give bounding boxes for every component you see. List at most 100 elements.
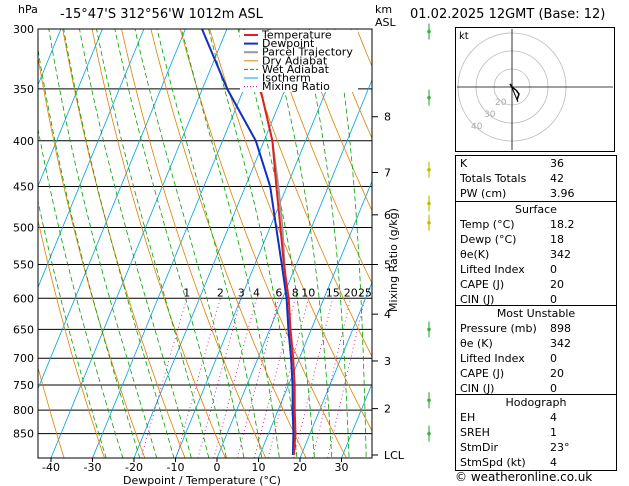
- legend-item: Dry Adiabat: [262, 54, 328, 67]
- temperature-tick-label: -20: [125, 461, 143, 474]
- mixing-ratio-label: 10: [301, 286, 315, 299]
- index-value: 342: [550, 248, 571, 261]
- mixing-ratio-label: 1: [183, 286, 190, 299]
- hodo-title: Hodograph: [505, 396, 567, 409]
- wet-adiabat-line: [208, 29, 298, 458]
- pressure-tick-label: 300: [13, 23, 34, 36]
- index-label: SREH: [460, 426, 490, 439]
- mixing-ratio-label: 15: [326, 286, 340, 299]
- pressure-unit: hPa: [18, 3, 38, 16]
- index-value: 18: [550, 233, 564, 246]
- mixing-ratio-label: 8: [292, 286, 299, 299]
- dry-adiabat-line: [268, 29, 372, 285]
- isotherm-line: [299, 281, 372, 458]
- dry-adiabat-line: [62, 29, 186, 458]
- index-table: K 36 Totals Totals 42 PW (cm) 3.96: [455, 155, 617, 202]
- wet-adiabat-line: [181, 29, 280, 458]
- index-label: θe(K): [460, 248, 490, 261]
- pressure-tick-label: 600: [13, 292, 34, 305]
- index-value: 0: [550, 352, 557, 365]
- wet-adiabat-line: [48, 29, 158, 458]
- legend-item: Mixing Ratio: [262, 80, 330, 93]
- temperature-tick-label: 30: [335, 461, 349, 474]
- km-tick-label: 2: [384, 403, 391, 416]
- wind-barb-dot: [427, 167, 431, 172]
- index-row: Pressure (mb) 898: [456, 321, 616, 336]
- pressure-tick-label: 850: [13, 428, 34, 441]
- pressure-tick-label: 550: [13, 259, 34, 272]
- index-value: 20: [550, 278, 564, 291]
- index-label: CAPE (J): [460, 367, 505, 380]
- index-label: θe (K): [460, 337, 493, 350]
- index-row: CIN (J) 0: [456, 292, 616, 307]
- index-label: Temp (°C): [460, 218, 515, 231]
- wet-adiabat-line: [134, 29, 245, 458]
- hodo-ring-label: 30: [484, 110, 496, 120]
- temperature-tick-label: -40: [42, 461, 60, 474]
- hodo-ring-label: 40: [471, 122, 483, 132]
- isotherm-line: [38, 29, 186, 390]
- legend-item: Dewpoint: [262, 37, 315, 50]
- mixing-ratio-label: 3: [238, 286, 245, 299]
- index-row: Temp (°C) 18.2: [456, 217, 616, 232]
- dry-adiabat-line: [91, 29, 226, 458]
- wet-adiabat-line: [38, 47, 141, 458]
- date-title: 01.02.2025 12GMT (Base: 12): [410, 7, 606, 22]
- index-label: CIN (J): [460, 382, 495, 395]
- index-label: Dewp (°C): [460, 233, 517, 246]
- wet-adiabat-line: [156, 29, 263, 458]
- wet-adiabat-line: [38, 199, 107, 458]
- index-row: Lifted Index 0: [456, 262, 616, 277]
- copyright-footer: © weatheronline.co.uk: [455, 470, 593, 484]
- pressure-tick-label: 750: [13, 379, 34, 392]
- index-value: 4: [550, 411, 557, 424]
- wind-barb-dot: [427, 29, 431, 34]
- index-value: 36: [550, 157, 564, 170]
- mixing-ratio-label: 6: [275, 286, 282, 299]
- location-title: -15°47'S 312°56'W 1012m ASL: [60, 7, 263, 22]
- index-value: 20: [550, 367, 564, 380]
- index-label: StmDir: [460, 441, 499, 454]
- index-value: 3.96: [550, 187, 575, 200]
- index-row: EH 4: [456, 410, 616, 425]
- index-row: Totals Totals 42: [456, 171, 616, 186]
- surface-table: Surface Temp (°C) 18.2 Dewp (°C) 18 θe(K) 342…: [455, 201, 617, 308]
- isotherm-line: [258, 180, 372, 458]
- mixing-ratio-label: 4: [253, 286, 260, 299]
- pressure-tick-label: 400: [13, 135, 34, 148]
- temperature-tick-label: -30: [84, 461, 102, 474]
- asl-unit: ASL: [375, 16, 396, 29]
- wet-adiabat-line: [96, 29, 210, 458]
- index-label: Totals Totals: [460, 172, 527, 185]
- hodo-label: kt: [459, 31, 469, 42]
- most-unstable-table: Most Unstable Pressure (mb) 898 θe (K) 342 L…: [455, 305, 617, 397]
- pressure-tick-label: 800: [13, 404, 34, 417]
- index-value: 1: [550, 426, 557, 439]
- km-tick-label: 7: [384, 166, 391, 179]
- temperature-tick-label: -10: [167, 461, 185, 474]
- pressure-tick-label: 350: [13, 83, 34, 96]
- legend-item: Temperature: [261, 29, 332, 42]
- isotherm-line: [38, 29, 145, 289]
- mixing-ratio-label: 20: [344, 286, 358, 299]
- km-unit: km: [375, 3, 393, 16]
- wet-adiabat-line: [114, 29, 227, 458]
- legend-item: Wet Adiabat: [262, 63, 330, 76]
- dry-adiabat-line: [297, 29, 372, 212]
- dry-adiabat-line: [238, 29, 372, 358]
- legend-item: Isotherm: [262, 72, 311, 85]
- wet-adiabat-line: [237, 29, 315, 458]
- isotherm-line: [38, 29, 103, 188]
- index-value: 0: [550, 263, 557, 276]
- index-label: StmSpd (kt): [460, 456, 526, 469]
- wind-barb-dot: [427, 398, 431, 403]
- index-row: StmSpd (kt) 4: [456, 455, 616, 470]
- isotherm-line: [341, 382, 372, 458]
- index-value: 4: [550, 456, 557, 469]
- index-row: CAPE (J) 20: [456, 366, 616, 381]
- km-tick-label: 4: [384, 308, 391, 321]
- x-axis-label: Dewpoint / Temperature (°C): [123, 474, 281, 486]
- mixing-ratio-axis-label: Mixing Ratio (g/kg): [387, 208, 400, 312]
- temperature-profile: [259, 88, 297, 456]
- index-label: Lifted Index: [460, 352, 525, 365]
